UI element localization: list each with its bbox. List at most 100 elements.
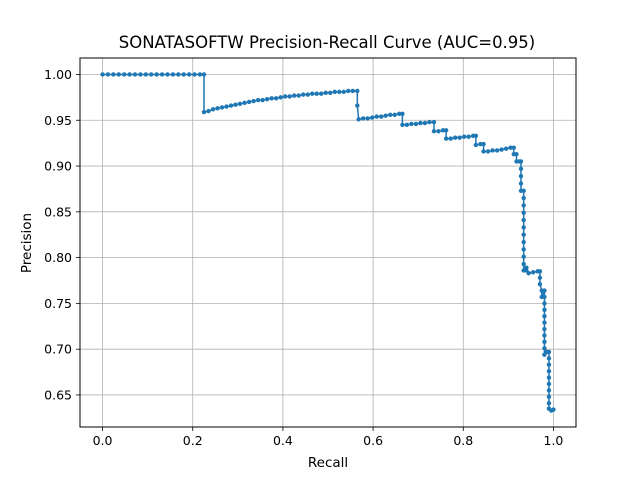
- data-point: [518, 173, 524, 179]
- data-point: [443, 128, 449, 133]
- series-line: [102, 73, 554, 412]
- data-point: [524, 265, 529, 270]
- data-point: [518, 181, 524, 186]
- data-point: [521, 254, 526, 259]
- data-point: [404, 122, 410, 128]
- data-point: [360, 116, 366, 121]
- y-tick-label: 0.65: [44, 387, 72, 402]
- data-point: [210, 107, 216, 112]
- data-point: [481, 141, 486, 147]
- y-tick-label: 0.80: [44, 250, 72, 265]
- data-point: [521, 239, 526, 245]
- data-point: [521, 225, 526, 230]
- data-point: [219, 105, 225, 110]
- data-point: [143, 72, 149, 77]
- data-point: [485, 149, 491, 154]
- data-point: [201, 72, 207, 77]
- data-point: [546, 400, 552, 406]
- x-tick-label: 0.2: [183, 433, 203, 448]
- data-point: [400, 122, 405, 128]
- data-point: [436, 129, 441, 134]
- data-point: [233, 102, 238, 107]
- x-tick-label: 0.4: [273, 433, 293, 448]
- data-point: [264, 97, 270, 102]
- chart-title: SONATASOFTW Precision-Recall Curve (AUC=…: [119, 33, 536, 52]
- y-tick-label: 1.00: [44, 67, 72, 82]
- data-point: [418, 120, 423, 126]
- data-point: [251, 98, 256, 104]
- data-point: [521, 247, 526, 252]
- data-point: [448, 136, 453, 141]
- y-tick-label: 0.90: [44, 159, 72, 174]
- data-point: [379, 114, 384, 119]
- tick-layer: 0.0 0.2 0.4 0.6 0.8 1.0 0.65 0.70 0.75 0.80 0.85 0.…: [44, 67, 563, 448]
- data-point: [494, 148, 500, 153]
- data-point: [542, 314, 547, 319]
- data-point: [508, 145, 513, 150]
- x-tick-label: 1.0: [544, 433, 564, 448]
- data-point: [111, 72, 116, 77]
- data-point: [546, 356, 552, 361]
- data-point: [273, 96, 279, 101]
- data-point: [546, 388, 552, 393]
- data-point: [530, 270, 536, 275]
- data-point: [121, 72, 127, 77]
- data-point: [224, 104, 229, 109]
- data-point: [546, 381, 552, 387]
- y-axis-label: Precision: [19, 213, 35, 273]
- data-point: [116, 72, 121, 77]
- data-point: [521, 203, 526, 208]
- data-point: [537, 281, 543, 287]
- data-point: [374, 114, 379, 119]
- data-point: [503, 146, 509, 151]
- data-point: [542, 326, 547, 332]
- data-point: [542, 346, 547, 351]
- data-point: [422, 120, 428, 126]
- data-point: [215, 106, 220, 111]
- data-point: [341, 89, 346, 95]
- data-point: [296, 93, 301, 98]
- data-point: [170, 72, 176, 77]
- data-point: [237, 101, 243, 106]
- data-point: [521, 261, 526, 267]
- y-tick-label: 0.85: [44, 204, 72, 219]
- data-point: [332, 89, 337, 95]
- data-point: [350, 88, 355, 94]
- data-point: [186, 72, 192, 77]
- data-point: [176, 72, 181, 77]
- data-point: [473, 142, 479, 148]
- data-point: [466, 134, 471, 139]
- data-point: [537, 269, 543, 274]
- x-tick-label: 0.0: [93, 433, 113, 448]
- data-point: [197, 72, 203, 77]
- data-point: [452, 135, 458, 140]
- data-point: [546, 375, 552, 380]
- data-point: [383, 113, 388, 118]
- data-point: [246, 99, 252, 105]
- data-point: [537, 275, 543, 280]
- data-point: [542, 320, 547, 325]
- data-point: [165, 72, 170, 77]
- data-point: [514, 151, 519, 157]
- data-point: [546, 394, 552, 399]
- data-point: [457, 135, 462, 140]
- data-point: [369, 115, 375, 120]
- data-point: [521, 210, 526, 215]
- data-point: [461, 134, 467, 139]
- data-point: [542, 333, 547, 338]
- data-point: [105, 72, 111, 77]
- y-tick-label: 0.70: [44, 342, 72, 357]
- grid-lines: [80, 58, 576, 427]
- series-layer: [100, 72, 556, 413]
- y-tick-label: 0.75: [44, 296, 72, 311]
- data-point: [542, 339, 547, 345]
- data-point: [291, 93, 297, 98]
- data-point: [206, 108, 211, 114]
- data-point: [521, 195, 526, 201]
- data-point: [278, 95, 283, 100]
- data-point: [356, 117, 361, 122]
- data-point: [355, 88, 360, 94]
- data-point: [473, 133, 479, 139]
- data-point: [319, 91, 324, 96]
- x-tick-label: 0.6: [363, 433, 383, 448]
